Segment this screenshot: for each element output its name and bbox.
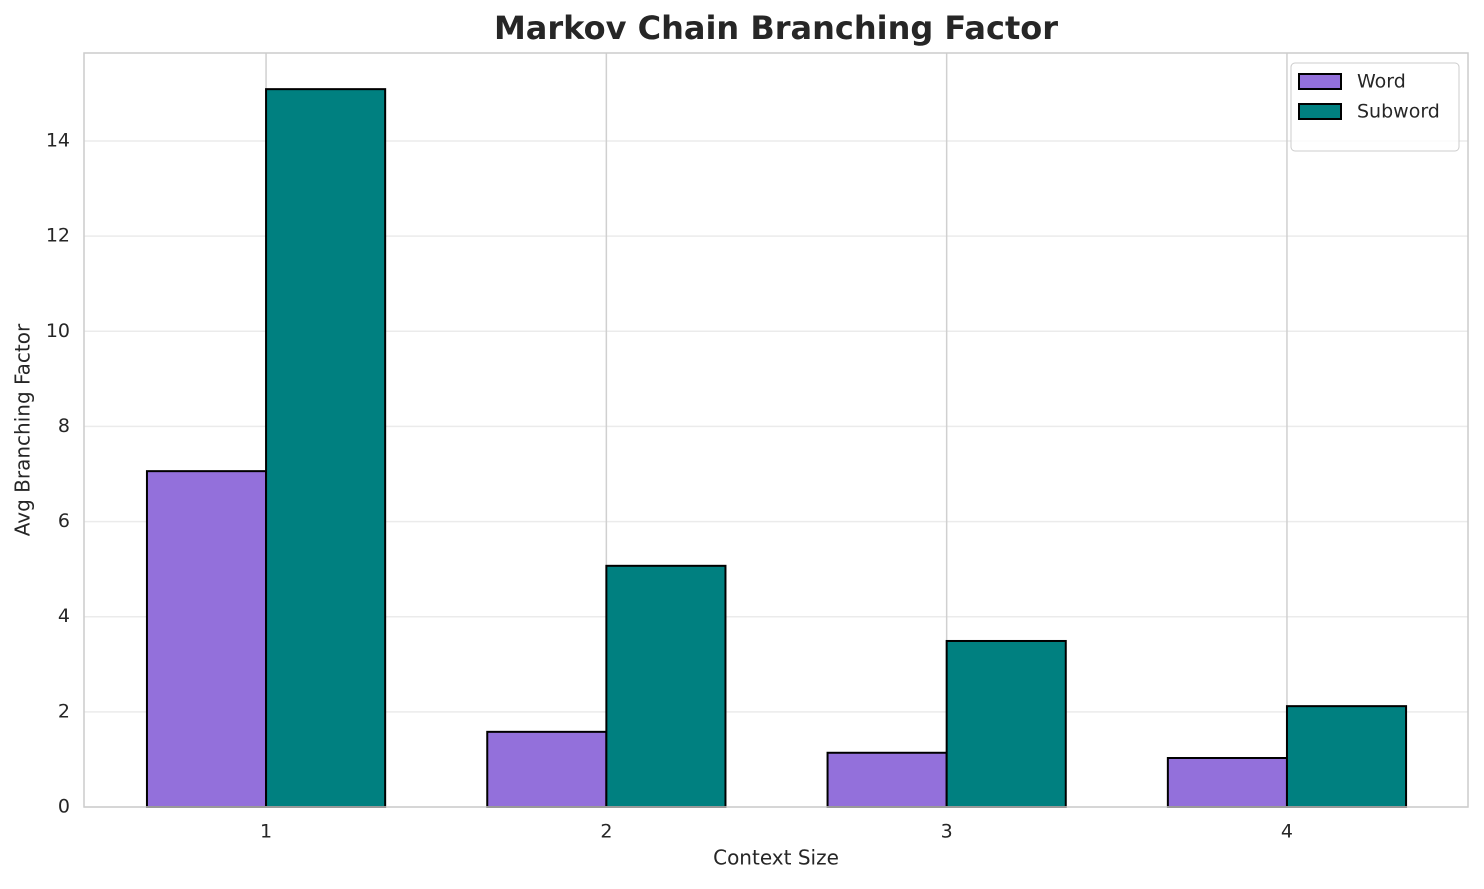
legend-label: Word [1357,71,1406,93]
x-tick-label: 4 [1281,821,1293,843]
bar [826,751,948,809]
legend-swatch [1298,103,1342,120]
y-tick-label: 4 [58,605,70,627]
chart-title: Markov Chain Branching Factor [494,9,1058,47]
y-axis-label: Avg Branching Factor [11,323,35,536]
y-tick-label: 0 [58,796,70,818]
bar [1285,705,1408,809]
bar [605,564,727,808]
bar [1166,757,1288,808]
bar [145,470,268,808]
bar [945,639,1067,809]
x-axis-label: Context Size [713,846,839,870]
y-tick-label: 10 [46,320,70,342]
bar [265,88,387,809]
y-tick-label: 8 [58,415,70,437]
y-tick-label: 14 [46,130,70,152]
legend-swatch [1298,73,1342,90]
x-tick-label: 2 [600,821,612,843]
legend-label: Subword [1357,101,1440,123]
y-tick-label: 6 [58,510,70,532]
x-tick-label: 3 [941,821,953,843]
y-tick-label: 12 [46,225,70,247]
plot-frame [83,52,1469,808]
legend: Word Subword [1290,62,1460,152]
y-tick-label: 2 [58,700,70,722]
x-tick-label: 1 [260,821,272,843]
bar [486,730,608,808]
